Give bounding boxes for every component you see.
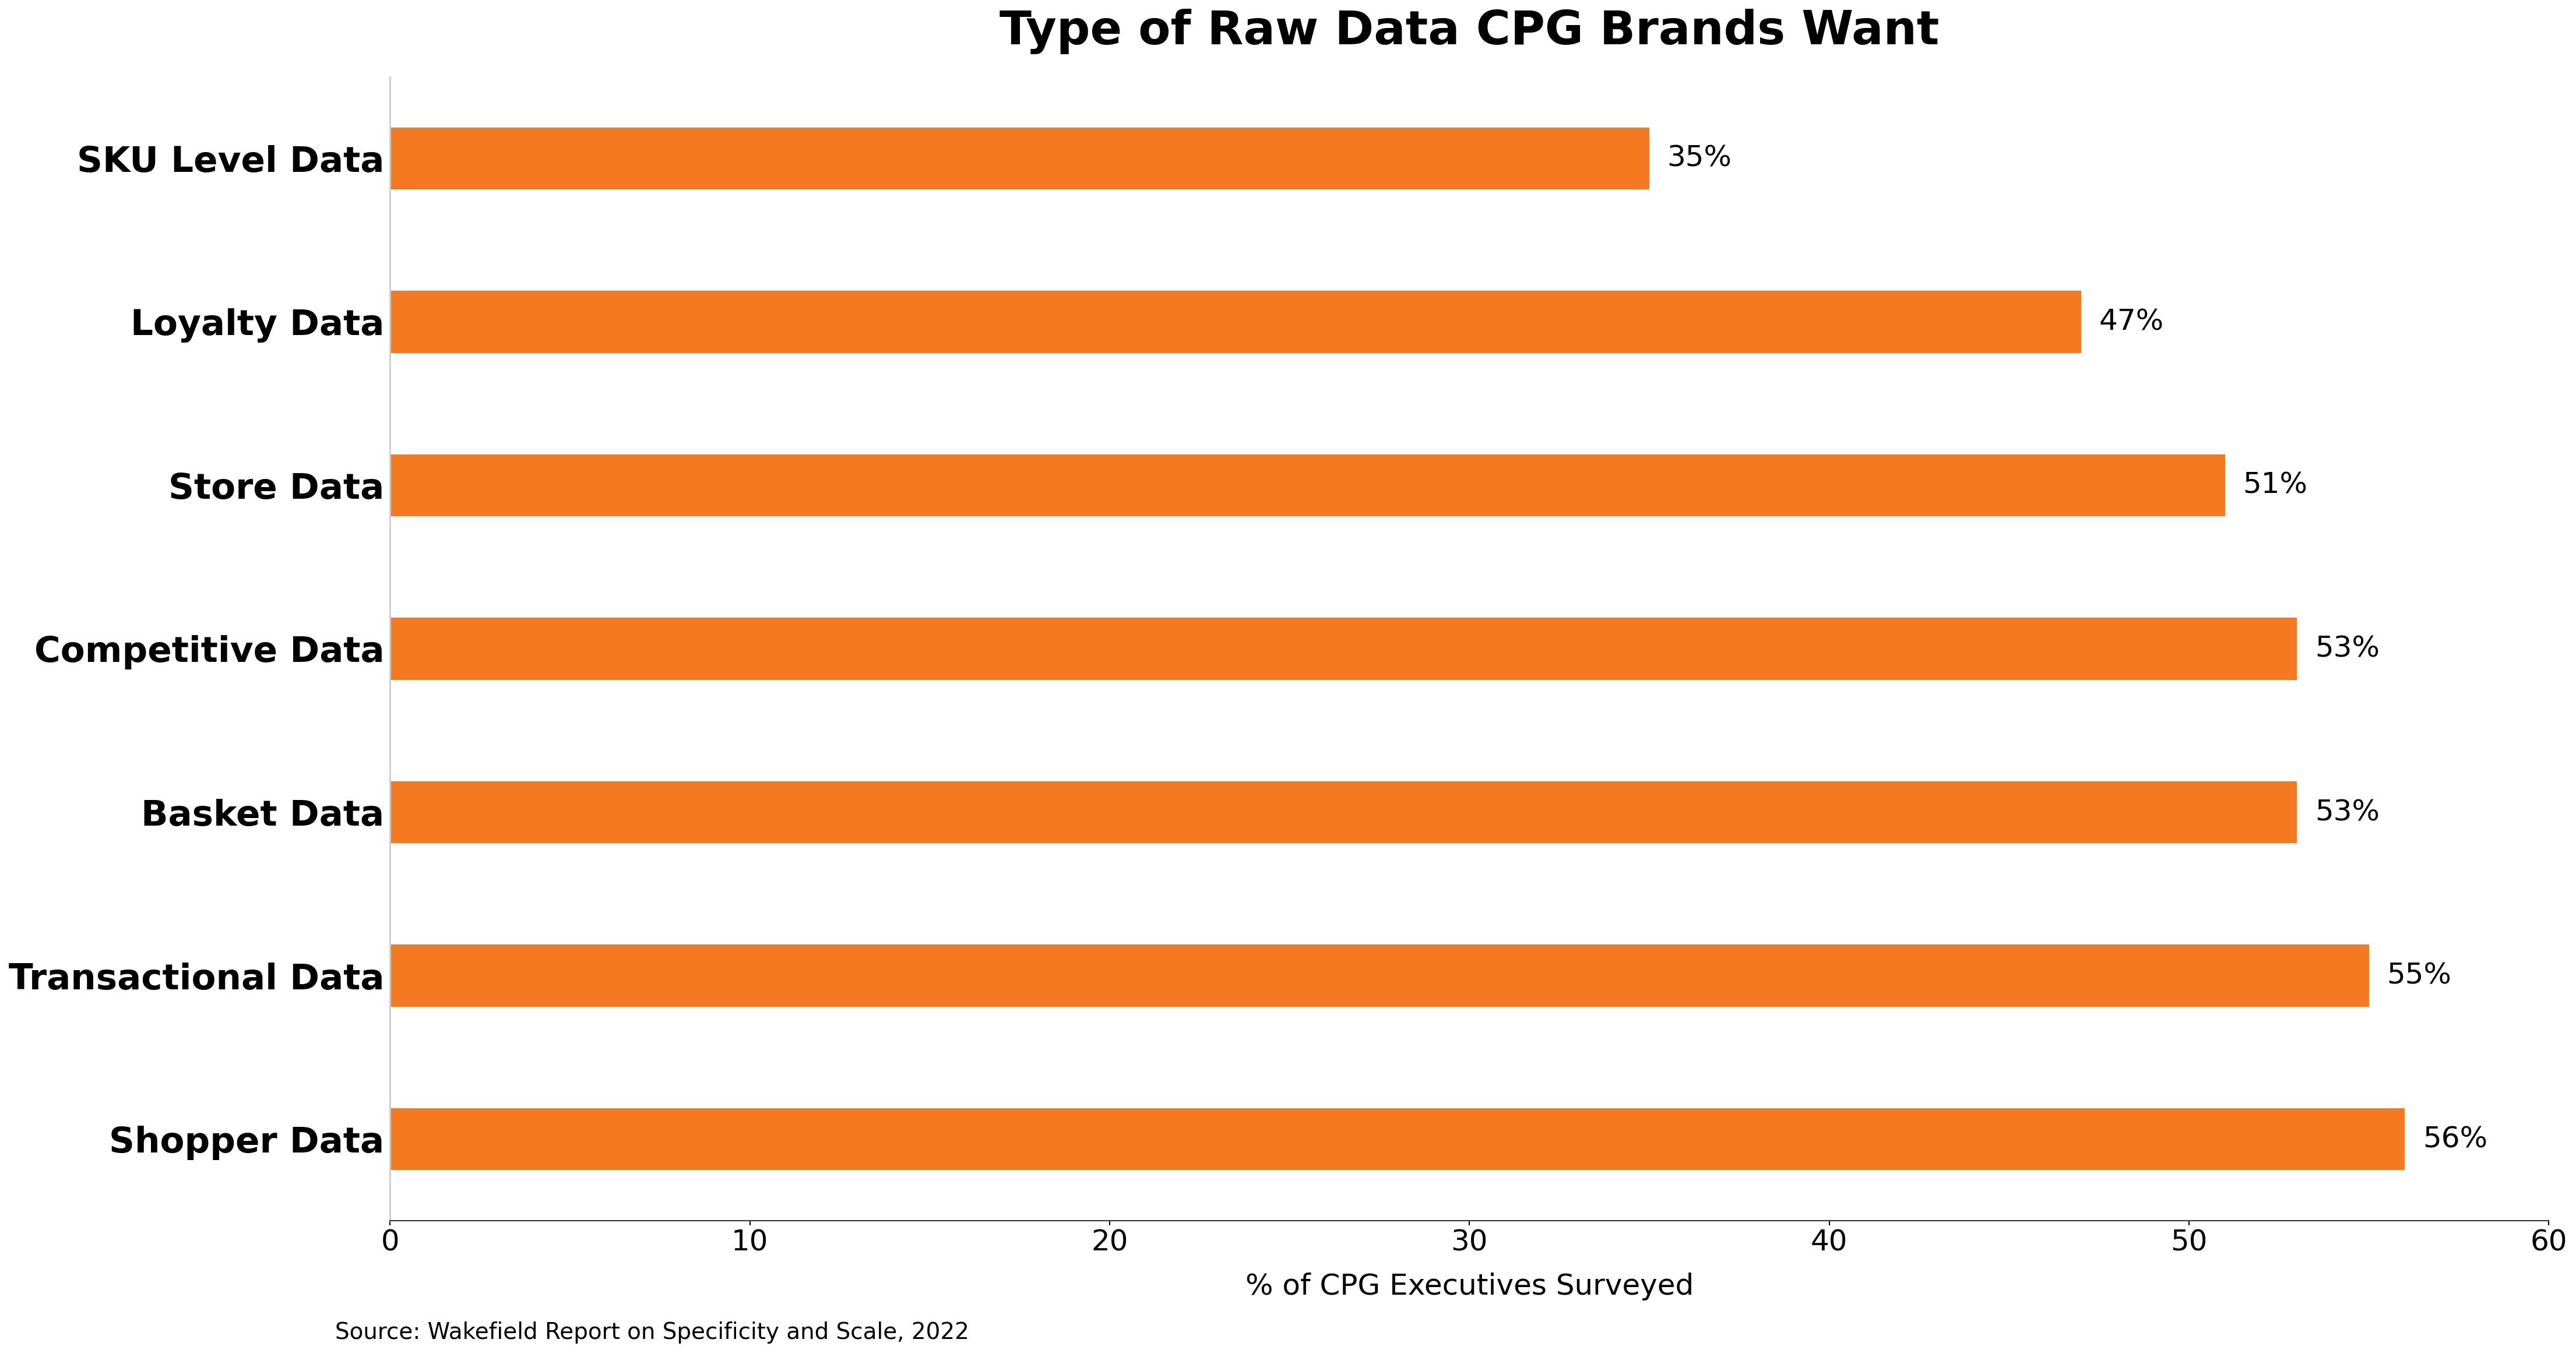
Text: 53%: 53%	[2316, 798, 2380, 827]
Bar	[389, 127, 1649, 190]
Text: 55%: 55%	[2388, 962, 2452, 990]
Text: Source: Wakefield Report on Specificity and Scale, 2022: Source: Wakefield Report on Specificity …	[335, 1322, 969, 1344]
X-axis label: % of CPG Executives Surveyed: % of CPG Executives Surveyed	[1244, 1273, 1692, 1301]
Bar	[389, 945, 2370, 1007]
Bar	[389, 1108, 2406, 1170]
Bar	[389, 454, 2226, 517]
Bar	[389, 291, 2081, 353]
Bar	[389, 618, 2298, 679]
Text: 53%: 53%	[2316, 634, 2380, 663]
Text: 56%: 56%	[2424, 1125, 2488, 1153]
Bar	[389, 782, 2298, 843]
Text: 35%: 35%	[1667, 145, 1731, 172]
Text: 47%: 47%	[2099, 308, 2164, 336]
Title: Type of Raw Data CPG Brands Want: Type of Raw Data CPG Brands Want	[999, 8, 1940, 55]
Text: 51%: 51%	[2244, 472, 2308, 499]
